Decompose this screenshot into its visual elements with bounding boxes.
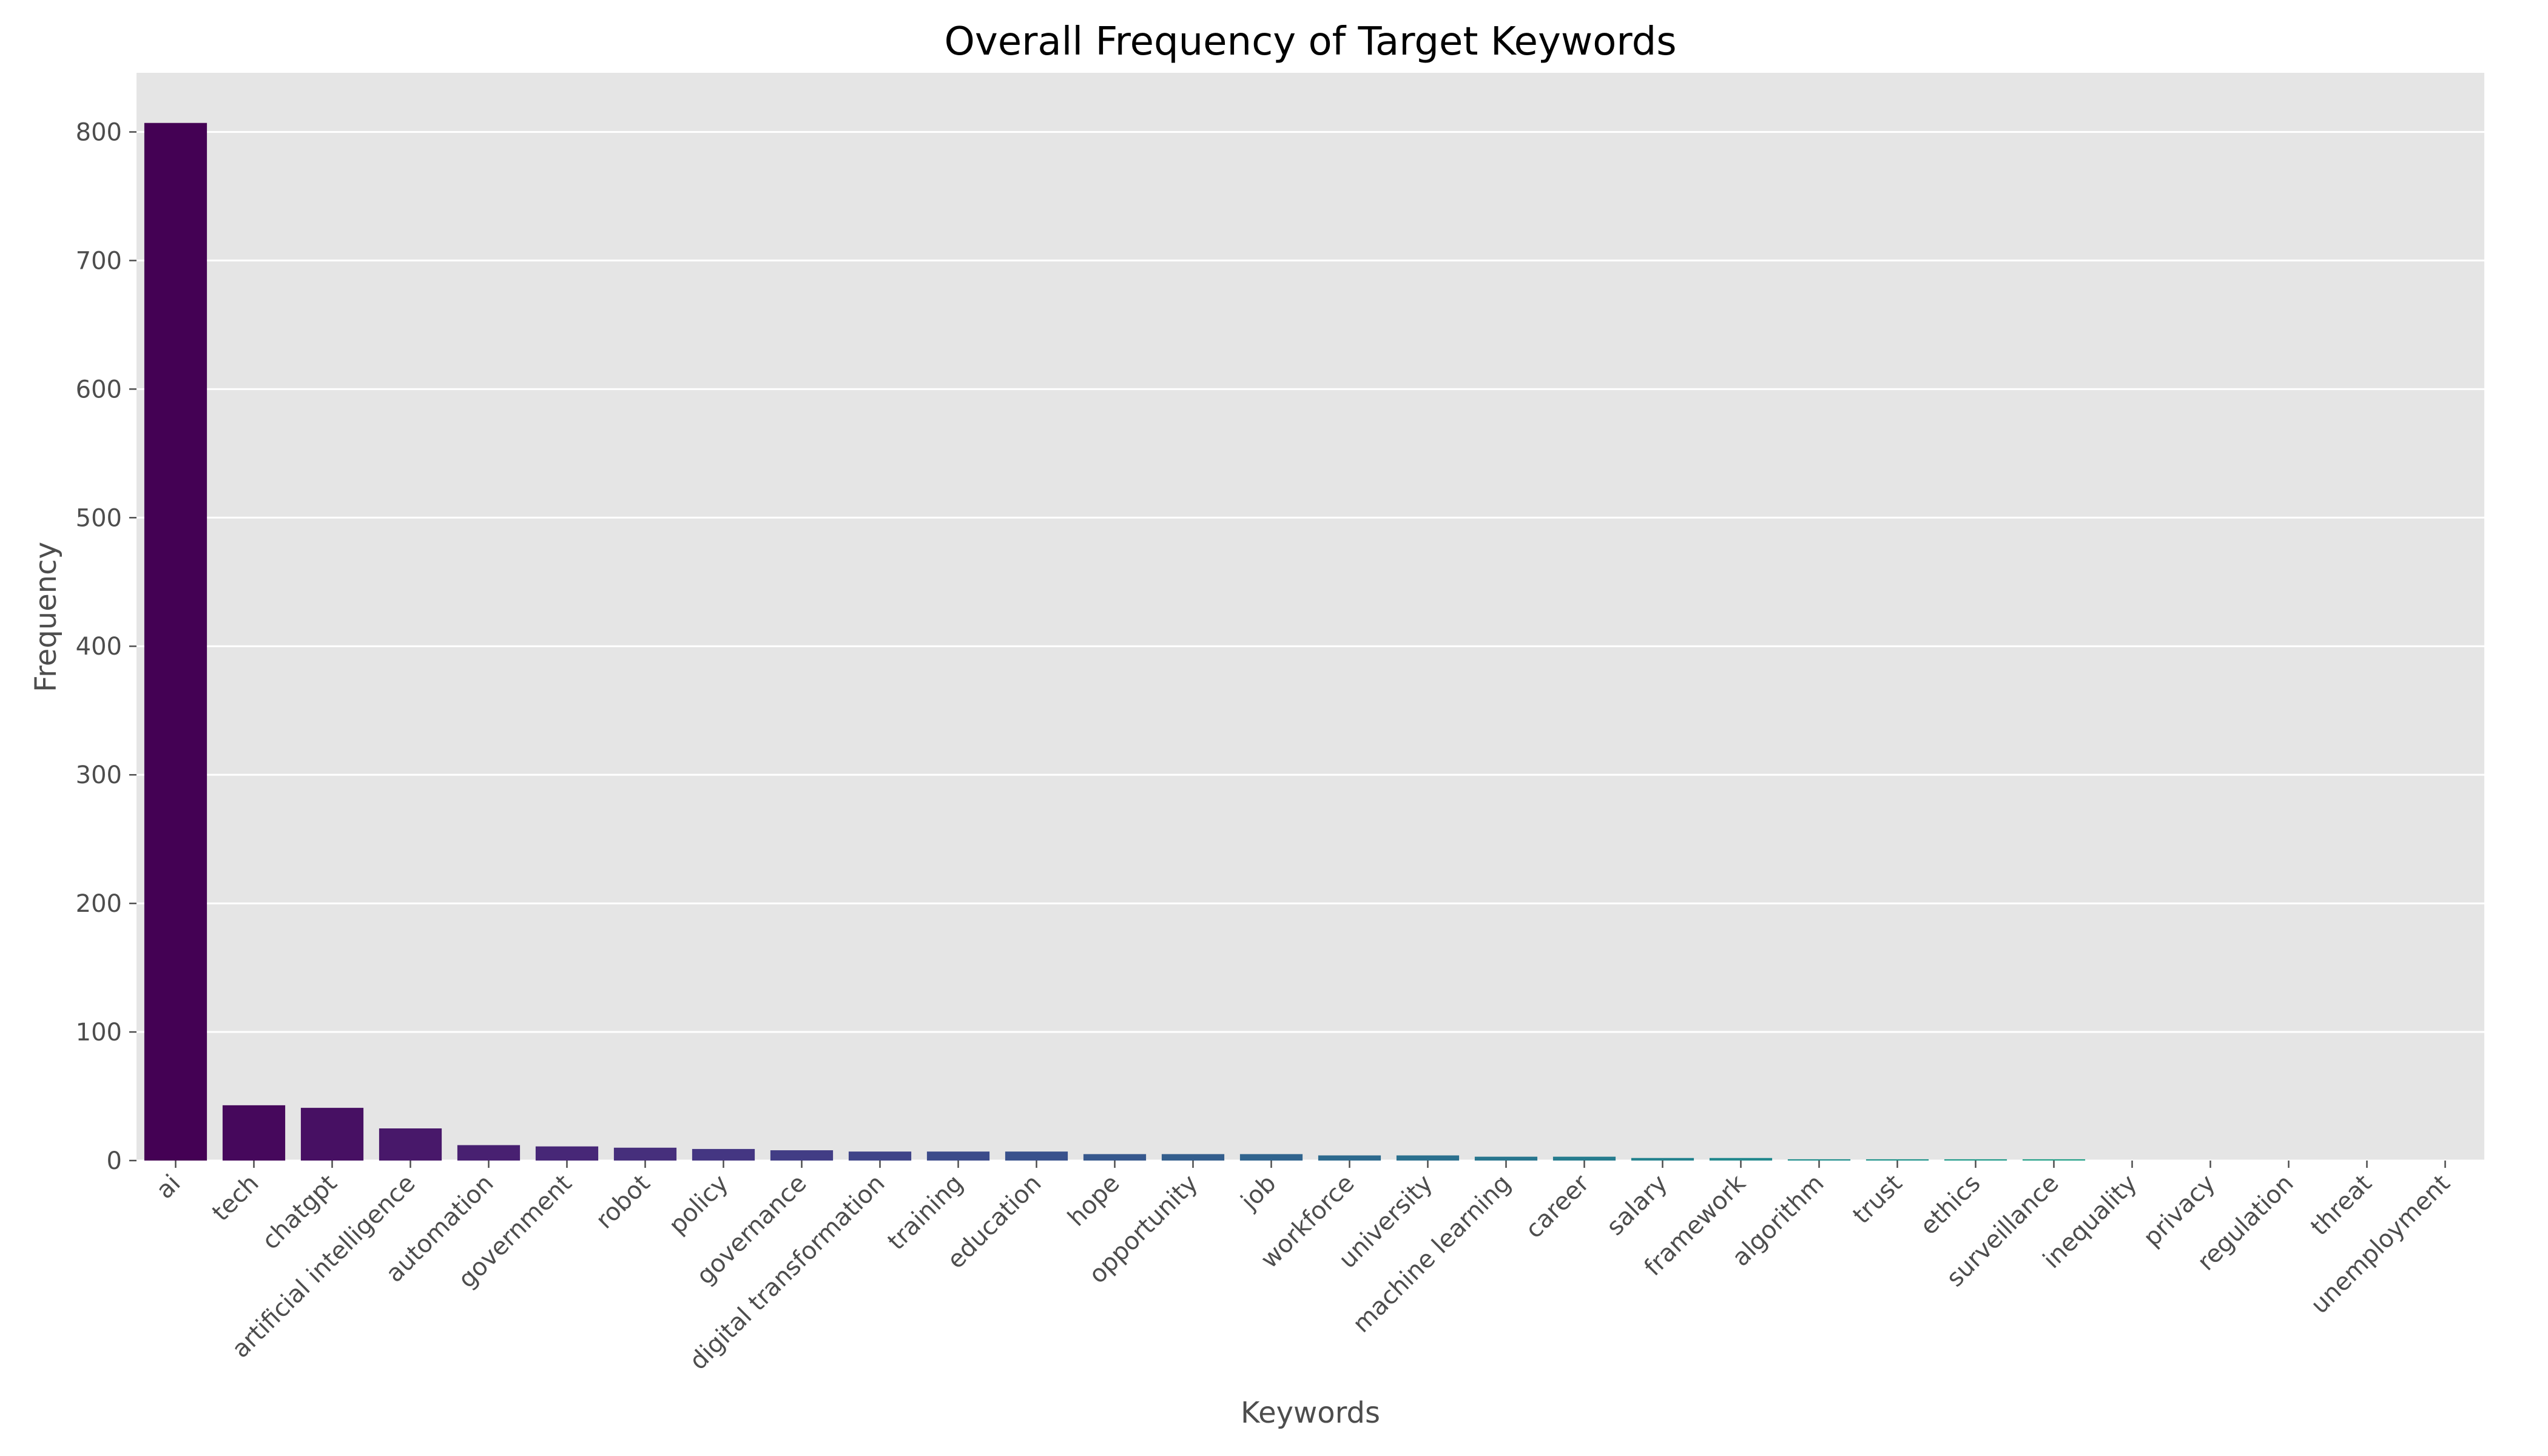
y-tick-label: 100 <box>76 1019 122 1046</box>
plot-background <box>136 73 2484 1161</box>
bar-trust <box>1866 1159 1929 1161</box>
bar-surveillance <box>2022 1159 2086 1161</box>
x-tick-label: trust <box>1848 1170 1908 1230</box>
bar-salary <box>1631 1158 1694 1161</box>
x-tick-label: hope <box>1062 1170 1125 1232</box>
bar-algorithm <box>1787 1159 1851 1161</box>
y-tick-label: 800 <box>76 118 122 146</box>
x-tick-label: unemployment <box>2305 1170 2455 1320</box>
x-tick-label: threat <box>2305 1170 2377 1241</box>
x-tick-label: salary <box>1601 1170 1673 1241</box>
bar-artificial-intelligence <box>379 1128 442 1161</box>
bar-machine-learning <box>1474 1156 1538 1161</box>
x-tick-label: ai <box>151 1170 186 1205</box>
y-tick-label: 400 <box>76 633 122 661</box>
bar-education <box>1005 1151 1068 1161</box>
bar-opportunity <box>1161 1154 1225 1161</box>
x-tick-label: tech <box>207 1170 264 1227</box>
bar-digital-transformation <box>848 1151 912 1161</box>
y-tick-label: 0 <box>107 1147 122 1175</box>
y-tick-label: 700 <box>76 247 122 275</box>
y-axis-label: Frequency <box>29 542 63 692</box>
x-tick-label: job <box>1235 1170 1281 1216</box>
bar-hope <box>1083 1154 1147 1161</box>
x-axis-label: Keywords <box>1241 1396 1380 1430</box>
y-tick-label: 300 <box>76 761 122 789</box>
bar-university <box>1396 1155 1460 1161</box>
bar-governance <box>770 1150 834 1161</box>
gridlines <box>136 130 2484 1162</box>
chart-title: Overall Frequency of Target Keywords <box>944 19 1676 64</box>
bar-ai <box>144 123 207 1161</box>
x-tick-label: policy <box>664 1170 734 1240</box>
bar-automation <box>457 1145 521 1161</box>
bar-framework <box>1709 1158 1773 1161</box>
x-tick-label: robot <box>590 1170 655 1235</box>
x-tick-label: ethics <box>1915 1170 1986 1241</box>
bar-workforce <box>1318 1155 1381 1161</box>
y-tick-label: 200 <box>76 890 122 918</box>
bars <box>144 123 2086 1161</box>
bar-tech <box>222 1105 286 1161</box>
bar-ethics <box>1944 1159 2007 1161</box>
y-tick-label: 500 <box>76 504 122 532</box>
bar-training <box>926 1151 990 1161</box>
y-tick-label: 600 <box>76 376 122 403</box>
bar-policy <box>692 1148 755 1161</box>
bar-chatgpt <box>300 1108 364 1161</box>
bar-robot <box>613 1147 677 1161</box>
x-tick-label: career <box>1520 1169 1595 1244</box>
bar-job <box>1239 1154 1303 1161</box>
bar-career <box>1552 1156 1616 1161</box>
bar-government <box>535 1146 599 1161</box>
y-axis-ticks: 0 100 200 300 400 500 600 700 800 <box>76 118 136 1175</box>
